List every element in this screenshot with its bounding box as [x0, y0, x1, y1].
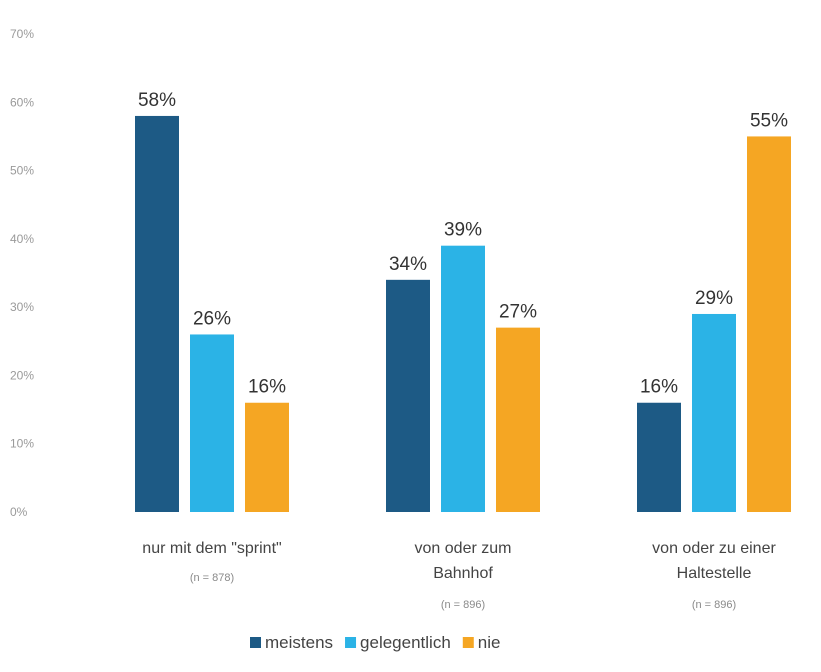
data-label: 39%: [444, 220, 482, 241]
y-tick-label: 70%: [10, 27, 34, 41]
legend-swatch: [462, 637, 474, 648]
bar: [637, 402, 681, 512]
category-label: nur mit dem "sprint": [142, 540, 281, 557]
data-label: 55%: [750, 110, 788, 131]
legend-label: nie: [478, 633, 501, 652]
category-label: Haltestelle: [677, 565, 752, 582]
legend-swatch: [345, 637, 357, 648]
data-label: 29%: [695, 288, 733, 309]
y-tick-label: 40%: [10, 232, 34, 246]
sample-size-label: (n = 896): [692, 599, 736, 611]
category-label: von oder zum: [415, 540, 512, 557]
y-tick-label: 50%: [10, 164, 34, 178]
bar: [190, 334, 234, 512]
bar: [441, 245, 485, 512]
y-tick-label: 10%: [10, 437, 34, 451]
legend-label: meistens: [265, 633, 333, 652]
data-label: 16%: [640, 377, 678, 398]
sample-size-label: (n = 896): [441, 599, 485, 611]
bar: [386, 279, 430, 512]
bar: [245, 402, 289, 512]
category-label: von oder zu einer: [652, 540, 776, 557]
y-tick-label: 60%: [10, 95, 34, 109]
bar: [496, 327, 540, 512]
sample-size-label: (n = 878): [190, 572, 234, 584]
data-label: 58%: [138, 90, 176, 111]
data-label: 26%: [193, 308, 231, 329]
y-tick-label: 0%: [10, 505, 28, 519]
bar: [135, 115, 179, 512]
bar: [692, 313, 736, 512]
category-label: Bahnhof: [433, 565, 493, 582]
y-tick-label: 20%: [10, 368, 34, 382]
legend-label: gelegentlich: [360, 633, 451, 652]
bar: [747, 136, 791, 512]
data-label: 16%: [248, 377, 286, 398]
legend-swatch: [250, 637, 261, 648]
y-tick-label: 30%: [10, 300, 34, 314]
data-label: 34%: [389, 254, 427, 275]
data-label: 27%: [499, 302, 537, 323]
